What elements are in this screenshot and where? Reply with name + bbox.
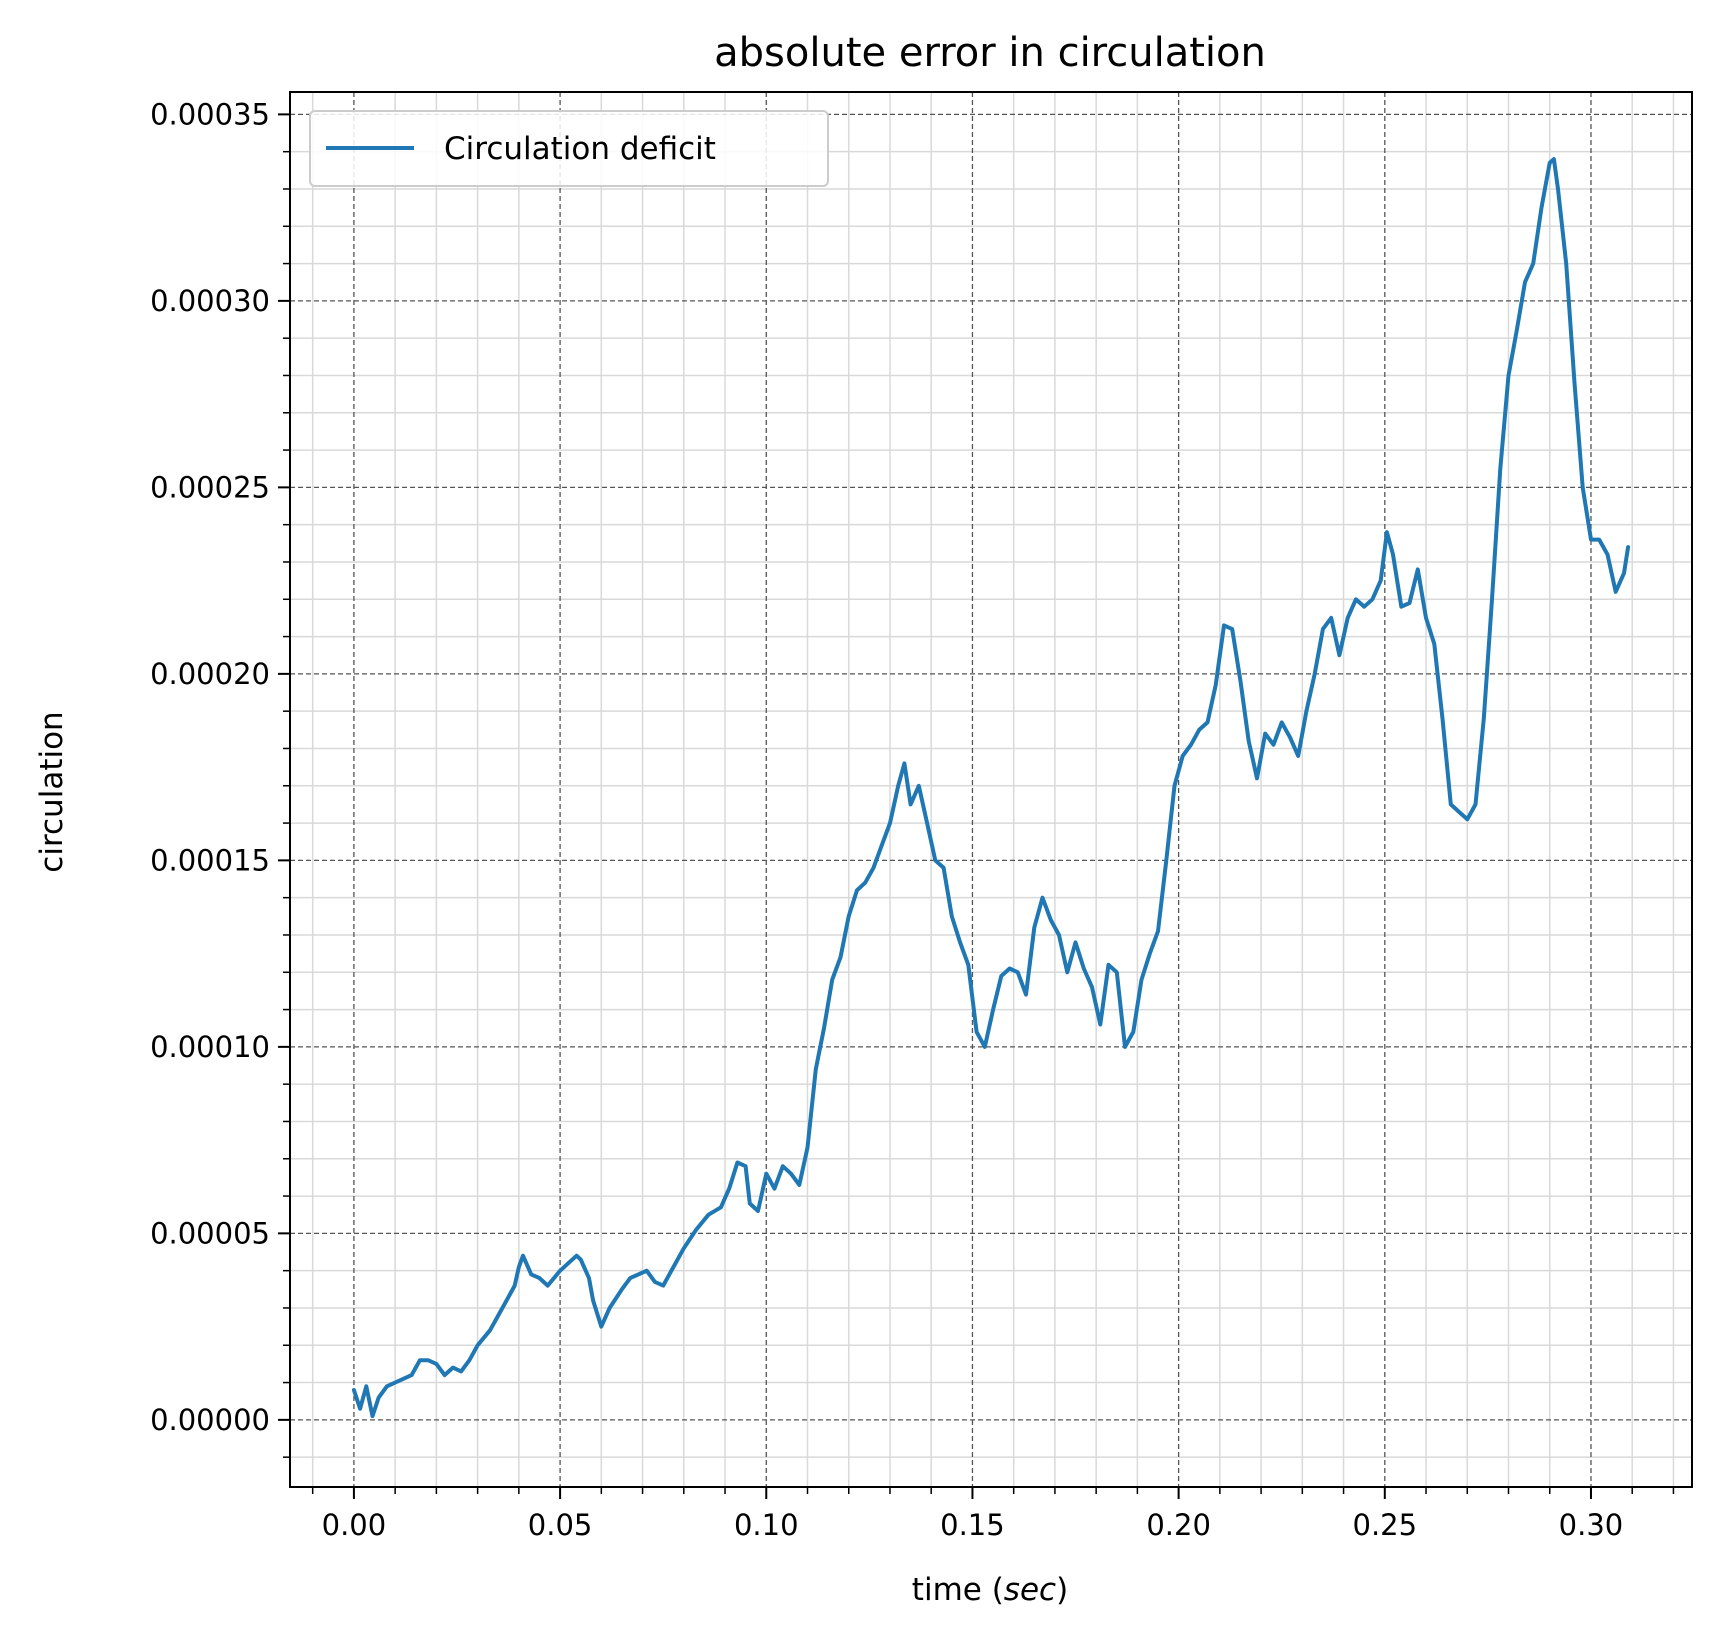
y-tick-label: 0.00025 [150, 470, 270, 504]
plot-frame [289, 91, 1693, 1488]
x-tick-label: 0.15 [940, 1508, 1005, 1542]
x-axis-label: time (sec) [912, 1572, 1068, 1608]
chart-title: absolute error in circulation [714, 30, 1266, 76]
y-axis-label: circulation [34, 711, 70, 872]
legend: Circulation deficit [309, 110, 829, 187]
x-axis-ticks: 0.00 0.05 0.10 0.15 0.20 0.25 0.30 [311, 1487, 1675, 1542]
x-tick-label: 0.25 [1353, 1508, 1418, 1542]
y-tick-label: 0.00000 [150, 1403, 270, 1437]
series-line-circulation-deficit [351, 157, 1631, 1419]
minor-grid [290, 92, 1692, 1487]
y-tick-label: 0.00015 [150, 843, 270, 877]
y-tick-label: 0.00005 [150, 1216, 270, 1250]
legend-box [309, 110, 829, 187]
x-axis-label-unit: sec [1004, 1572, 1056, 1608]
legend-label: Circulation deficit [444, 131, 716, 167]
x-axis-label-prefix: time ( [912, 1572, 1004, 1608]
x-tick-label: 0.20 [1146, 1508, 1211, 1542]
x-tick-label: 0.10 [734, 1508, 799, 1542]
x-tick-label: 0.00 [322, 1508, 387, 1542]
series-layer [351, 157, 1631, 1419]
y-tick-label: 0.00020 [150, 657, 270, 691]
y-tick-label: 0.00035 [150, 97, 270, 131]
y-tick-label: 0.00010 [150, 1030, 270, 1064]
x-tick-label: 0.30 [1559, 1508, 1624, 1542]
x-tick-label: 0.05 [528, 1508, 593, 1542]
x-axis-label-suffix: ) [1056, 1572, 1068, 1608]
y-axis-ticks: 0.00000 0.00005 0.00010 0.00015 0.00020 0.000… [150, 97, 290, 1458]
y-tick-label: 0.00030 [150, 284, 270, 318]
